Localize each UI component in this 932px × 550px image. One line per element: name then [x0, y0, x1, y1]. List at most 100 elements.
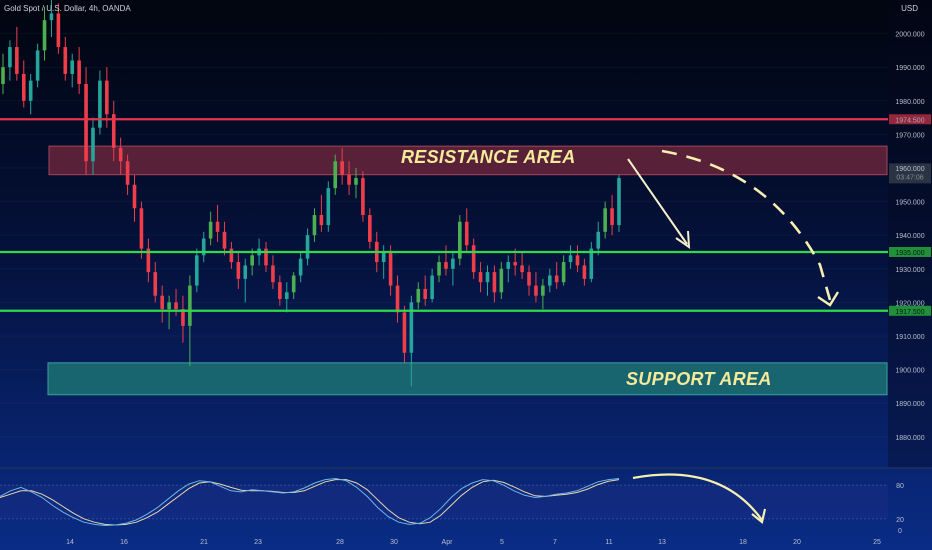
candle-body	[423, 288, 428, 300]
candle-body	[582, 265, 587, 279]
candle-body	[188, 285, 192, 326]
candle-body	[492, 272, 497, 293]
candle-body	[444, 262, 448, 269]
time-tick-label: 25	[873, 539, 881, 546]
candle-body	[250, 255, 254, 266]
candle-body	[513, 262, 517, 266]
price-tick-label: 1900.000	[895, 368, 924, 375]
time-tick-label: 11	[605, 539, 612, 546]
candle-body	[368, 215, 372, 242]
projection-dashed-arrow	[661, 149, 832, 301]
resistance-area-label: RESISTANCE AREA	[401, 147, 576, 167]
candle-body	[347, 174, 351, 185]
time-tick-label: 5	[500, 539, 504, 546]
candle-body	[15, 47, 19, 74]
candle-body	[98, 80, 102, 128]
candle-body	[208, 221, 213, 239]
stoch-tick-label: 0	[898, 528, 902, 535]
candle-body	[70, 60, 75, 74]
stoch-tick-label: 80	[896, 483, 904, 490]
price-axis-bg	[888, 0, 932, 467]
projection-arrows	[627, 149, 840, 307]
arrow-head	[817, 291, 840, 307]
candle-body	[305, 235, 310, 259]
candle-body	[278, 282, 282, 300]
candles	[1, 0, 621, 387]
candle-body	[222, 231, 227, 249]
candle-body	[284, 292, 289, 300]
level-price-tag	[889, 246, 931, 257]
support-area-label: SUPPORT AREA	[626, 369, 772, 389]
price-tick-label: 1990.000	[895, 65, 924, 72]
candle-body	[319, 215, 324, 226]
time-tick-label: 14	[66, 539, 74, 546]
candle-body	[568, 255, 573, 263]
candle-body	[485, 272, 490, 283]
candle-body	[395, 285, 400, 313]
candle-body	[499, 268, 504, 293]
level-price-tag	[889, 305, 931, 316]
candle-body	[243, 265, 248, 279]
candle-body	[77, 60, 81, 84]
candle-body	[554, 275, 559, 283]
candle-body	[271, 265, 275, 283]
candle-body	[603, 208, 607, 232]
level-price-text: 1917.500	[895, 309, 924, 316]
price-tick-label: 1880.000	[895, 435, 924, 442]
candle-body	[506, 262, 511, 269]
time-tick-label: 21	[200, 539, 208, 546]
candle-body	[388, 251, 393, 286]
last-price-tag	[889, 163, 931, 184]
candle-body	[236, 262, 241, 279]
stoch-tick-label: 20	[896, 517, 904, 524]
stoch-band	[0, 485, 888, 519]
candle-body	[326, 188, 331, 226]
candle-body	[125, 161, 130, 185]
candle-body	[35, 50, 40, 81]
time-tick-label: 30	[390, 539, 398, 546]
candle-body	[160, 295, 164, 310]
time-axis: 14 16 21 23 28 30 Apr 5 7 11 13 18 20 25	[66, 539, 881, 546]
candle-body	[167, 302, 171, 310]
candle-body	[610, 208, 614, 226]
candle-body	[63, 47, 68, 74]
candle-body	[561, 262, 566, 283]
stoch-d-line	[0, 479, 620, 526]
candle-body	[194, 255, 199, 286]
candle-body	[21, 73, 26, 101]
candle-body	[527, 272, 531, 286]
candle-body	[291, 275, 296, 293]
candle-body	[617, 178, 621, 226]
time-tick-label: 23	[254, 539, 262, 546]
candle-body	[146, 248, 151, 273]
candle-body	[49, 13, 54, 21]
currency-label: USD	[901, 4, 918, 13]
time-tick-label: Apr	[442, 539, 454, 546]
price-tick-label: 1950.000	[895, 200, 924, 207]
candle-body	[105, 80, 109, 115]
candle-body	[1, 67, 5, 84]
stoch-k-line	[0, 477, 620, 527]
symbol-title: Gold Spot / U.S. Dollar, 4h, OANDA	[4, 4, 131, 13]
candle-body	[118, 147, 123, 162]
candle-body	[56, 13, 61, 48]
level-price-tag	[889, 114, 931, 125]
level-price-text: 1935.000	[895, 250, 924, 257]
support-zone	[47, 362, 888, 396]
candle-body	[451, 258, 455, 269]
price-tick-label: 1910.000	[895, 334, 924, 341]
candle-body	[471, 245, 476, 273]
candle-body	[84, 83, 88, 162]
resistance-zone	[48, 145, 888, 176]
arrow-head	[751, 508, 767, 524]
time-tick-label: 7	[553, 539, 557, 546]
price-tick-label: 1920.000	[895, 300, 924, 307]
candle-body	[174, 302, 178, 310]
candle-body	[8, 47, 12, 68]
candle-body	[430, 275, 434, 300]
candle-body	[361, 178, 365, 216]
price-tick-label: 1960.000	[895, 166, 924, 173]
time-tick-label: 20	[793, 539, 801, 546]
candle-body	[181, 309, 185, 326]
